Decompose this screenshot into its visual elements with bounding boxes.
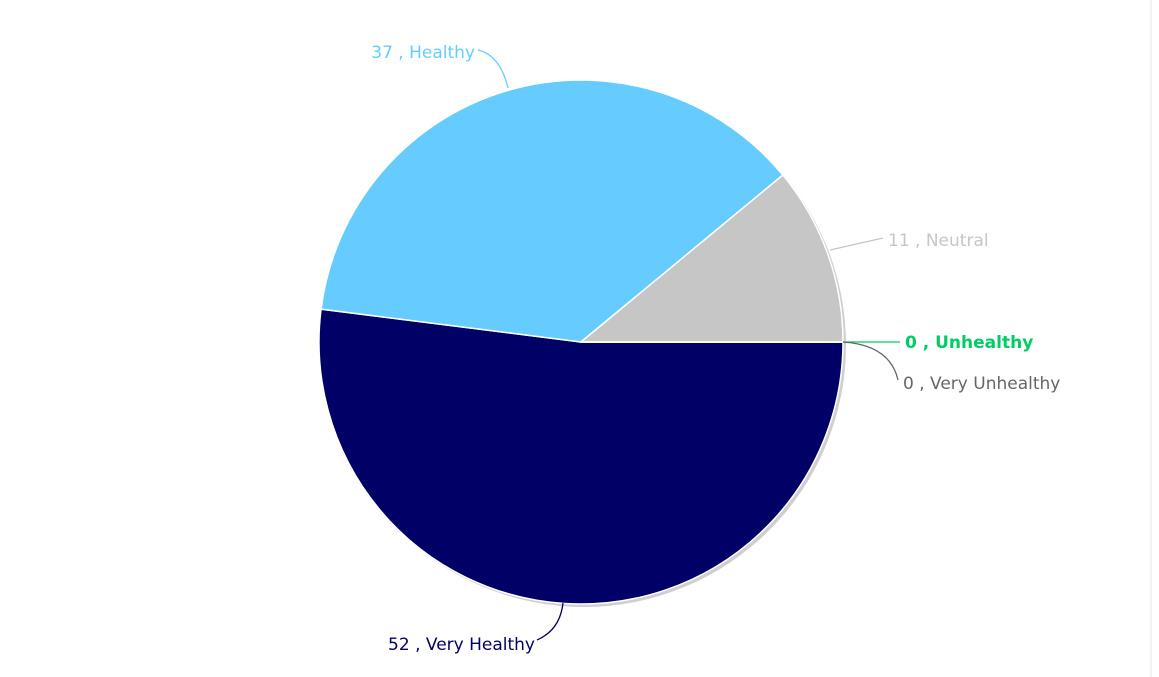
data-label: 37 , Healthy: [371, 43, 475, 63]
data-label: 52 , Very Healthy: [388, 635, 535, 655]
leader-line: [829, 237, 884, 251]
leader-line: [842, 341, 899, 381]
pie-slice: [578, 173, 844, 343]
data-label: 0 , Unhealthy: [905, 333, 1033, 353]
pie-slice: [318, 308, 844, 605]
data-label: 0 , Very Unhealthy: [903, 374, 1060, 394]
pie-slice: [320, 79, 784, 343]
leader-line: [536, 602, 564, 641]
leader-line: [477, 49, 509, 89]
labels: 52 , Very Healthy 37 , Healthy 11 , Neutra…: [371, 43, 1060, 655]
slices: [318, 79, 844, 605]
data-label: 11 , Neutral: [888, 231, 989, 251]
